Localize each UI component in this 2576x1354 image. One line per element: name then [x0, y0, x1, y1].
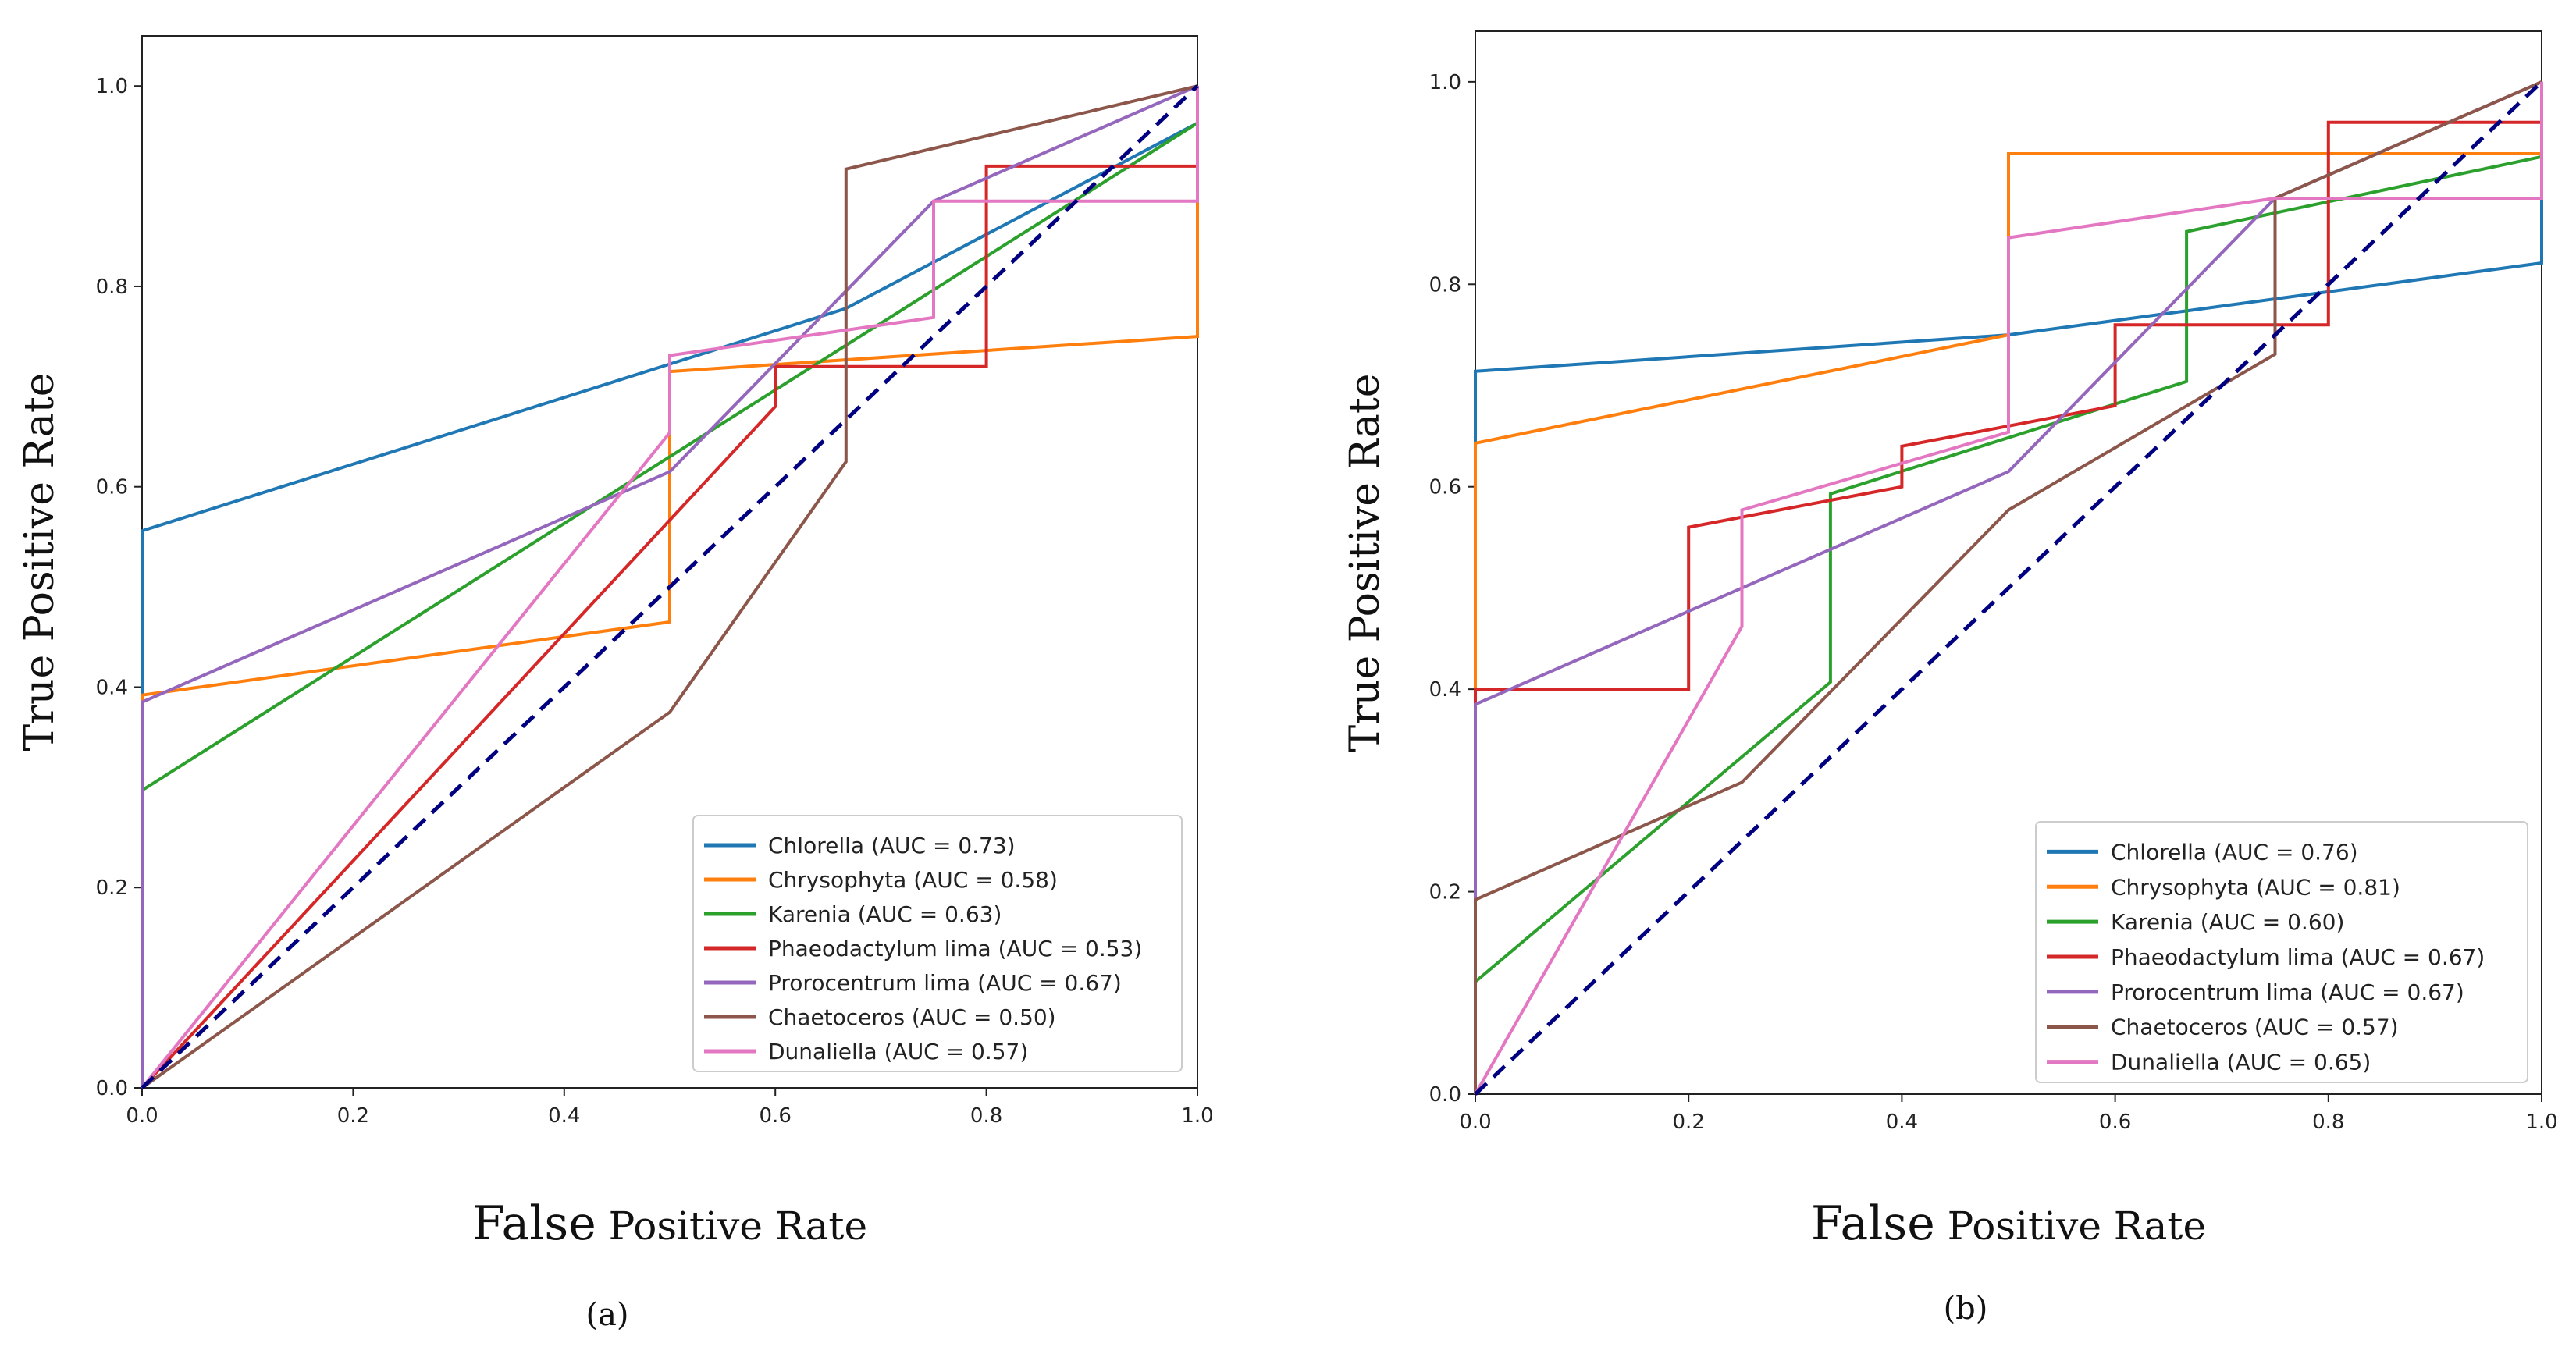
x-tick-label: 0.0	[1459, 1111, 1491, 1134]
y-tick-label: 0.8	[1429, 273, 1461, 297]
x-tick-label: 0.8	[2312, 1111, 2344, 1134]
y-tick-label: 0.6	[1429, 476, 1461, 499]
roc-curve-7	[141, 86, 1199, 1089]
panel-label: (b)	[1944, 1291, 1988, 1327]
legend-box	[692, 815, 1183, 1072]
legend-label: Dunaliella (AUC = 0.57)	[768, 1039, 1028, 1064]
x-tick-label: 1.0	[2525, 1111, 2557, 1134]
x-tick-label: 0.6	[2099, 1111, 2131, 1134]
y-axis-title: True Positive Rate	[16, 372, 63, 751]
roc-curve-5	[141, 84, 1198, 1088]
legend-label: Prorocentrum lima (AUC = 0.67)	[2111, 979, 2464, 1005]
x-tick-label: 0.4	[548, 1104, 580, 1128]
legend-label: Chlorella (AUC = 0.76)	[2111, 839, 2358, 865]
legend-label: Phaeodactylum lima (AUC = 0.67)	[2111, 944, 2485, 970]
x-axis-title-first-word: False	[1811, 1196, 1935, 1251]
chance-diagonal	[141, 84, 1199, 1089]
legend-label: Dunaliella (AUC = 0.65)	[2111, 1050, 2371, 1075]
y-tick-label: 0.6	[96, 476, 128, 499]
chance-diagonal	[1474, 80, 2543, 1096]
y-tick-label: 0.4	[1429, 678, 1461, 702]
x-axis-title: False Positive Rate	[1811, 1196, 2206, 1251]
roc-curve-7	[1474, 81, 2543, 1095]
x-axis-title: False Positive Rate	[472, 1196, 867, 1251]
legend-label: Chrysophyta (AUC = 0.58)	[768, 867, 1058, 893]
y-tick-label: 0.8	[96, 275, 128, 299]
y-tick-label: 0.0	[1429, 1083, 1461, 1107]
x-axis-title-rest: Positive Rate	[1935, 1203, 2206, 1249]
y-axis-title: True Positive Rate	[1342, 373, 1389, 752]
panel-label: (a)	[585, 1297, 628, 1333]
legend-label: Phaeodactylum lima (AUC = 0.53)	[768, 936, 1142, 961]
legend-box	[2035, 821, 2528, 1083]
x-tick-label: 0.4	[1886, 1111, 1918, 1134]
y-tick-label: 0.2	[96, 876, 128, 900]
x-tick-label: 1.0	[1181, 1104, 1213, 1128]
chart-panel-a: 0.0 0.2 0.4 0.6 0.8 1.0 0.0 0.2 0.4 0.6 0.8 1.0 Chlo…	[16, 35, 1214, 1333]
legend-label: Karenia (AUC = 0.60)	[2111, 909, 2344, 935]
x-tick-label: 0.2	[1673, 1111, 1705, 1134]
legend-label: Chrysophyta (AUC = 0.81)	[2111, 874, 2400, 900]
legend-label: Karenia (AUC = 0.63)	[768, 901, 1002, 927]
y-tick-label: 0.4	[96, 676, 128, 699]
legend-label: Chaetoceros (AUC = 0.50)	[768, 1004, 1056, 1030]
roc-curve-6	[141, 84, 1198, 1089]
y-tick-label: 0.2	[1429, 881, 1461, 904]
x-axis-title-rest: Positive Rate	[596, 1203, 867, 1249]
y-tick-label: 0.0	[96, 1077, 128, 1100]
x-tick-label: 0.0	[126, 1104, 158, 1128]
legend-label: Prorocentrum lima (AUC = 0.67)	[768, 970, 1122, 996]
chart-panel-b: 0.0 0.2 0.4 0.6 0.8 1.0 0.0 0.2 0.4 0.6 0.8 1.0 Chlo…	[1342, 30, 2558, 1327]
x-tick-label: 0.6	[760, 1104, 792, 1128]
roc-curve-3	[1474, 81, 2543, 1094]
legend-label: Chlorella (AUC = 0.73)	[768, 833, 1016, 858]
x-tick-label: 0.2	[337, 1104, 369, 1128]
legend-label: Chaetoceros (AUC = 0.57)	[2111, 1015, 2399, 1040]
y-tick-label: 1.0	[1429, 71, 1461, 94]
x-tick-label: 0.8	[970, 1104, 1002, 1128]
y-tick-label: 1.0	[96, 75, 128, 98]
x-axis-title-first-word: False	[472, 1196, 596, 1251]
